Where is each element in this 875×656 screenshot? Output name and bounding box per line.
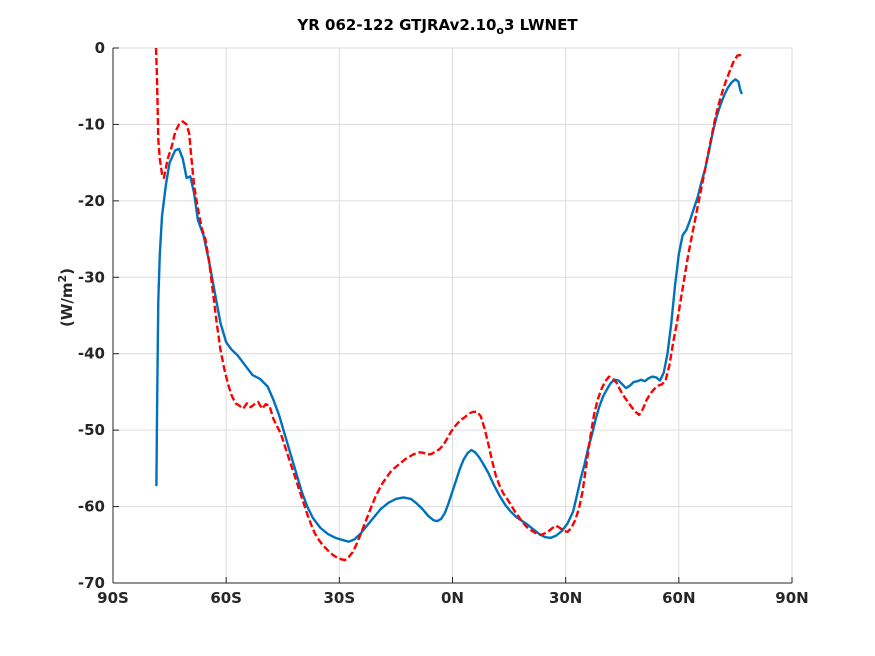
y-axis-label: (W/m2) [56,268,76,327]
x-tick-label: 60N [662,589,695,607]
series-layer [154,47,743,562]
axes [112,47,793,584]
chart-title-suffix: 3 LWNET [503,16,578,34]
x-tick-label: 90S [97,589,129,607]
x-tick-label: 60S [210,589,242,607]
x-tick-label: 0N [441,589,464,607]
y-tick-label: -70 [78,574,105,592]
series-line-1 [155,78,743,543]
tick-labels: 90S 60S 30S 0N 30N 60N 90N -70 -60 -50 -40 -30 -20 -1… [78,39,809,607]
x-tick-label: 30S [323,589,355,607]
y-axis-label-superscript: 2 [56,275,69,283]
y-tick-label: -30 [78,268,105,286]
y-tick-label: -50 [78,421,105,439]
y-axis-label-close: ) [58,268,76,275]
y-tick-label: -60 [78,498,105,516]
chart-title-subscript: o [496,24,504,37]
y-tick-label: 0 [95,39,105,57]
y-tick-label: -10 [78,115,105,133]
y-tick-label: -20 [78,192,105,210]
y-tick-label: -40 [78,345,105,363]
x-tick-label: 90N [775,589,808,607]
chart-title-main: YR 062-122 GTJRAv2.10 [297,16,497,34]
chart-title: YR 062-122 GTJRAv2.10o3 LWNET [0,16,875,37]
series-line-2 [154,47,742,562]
y-axis-label-main: (W/m [58,283,76,328]
x-tick-label: 30N [549,589,582,607]
